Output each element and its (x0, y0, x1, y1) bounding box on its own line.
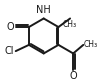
Text: NH: NH (36, 5, 51, 15)
Text: Cl: Cl (5, 46, 14, 56)
Text: CH₃: CH₃ (84, 40, 98, 49)
Text: O: O (6, 22, 14, 32)
Text: O: O (69, 71, 77, 81)
Text: CH₃: CH₃ (63, 20, 77, 29)
